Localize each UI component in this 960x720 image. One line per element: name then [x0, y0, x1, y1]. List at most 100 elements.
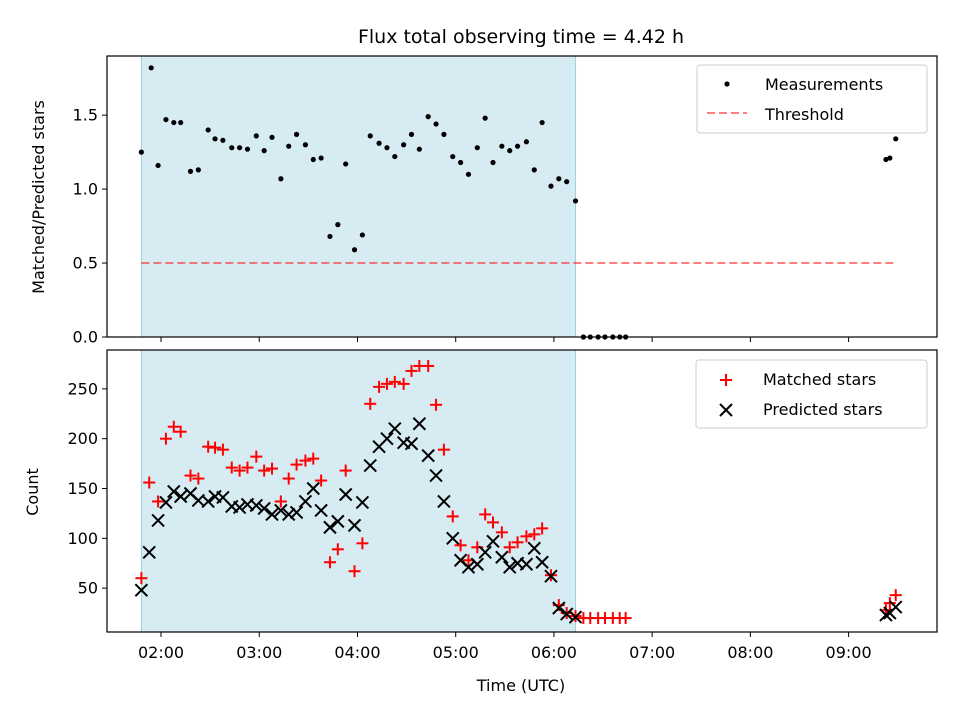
predicted-point-b: [298, 494, 313, 509]
measurement-point: [523, 139, 530, 145]
matched-point: [274, 495, 287, 508]
predicted-point-b: [388, 422, 402, 436]
ytick-label: 200: [67, 429, 98, 448]
measurement-point: [163, 116, 169, 123]
predicted-point-b: [446, 531, 460, 546]
measurement-point: [458, 159, 464, 166]
measurement-point: [229, 145, 235, 151]
predicted-point: [355, 495, 370, 510]
measurement-point: [401, 142, 407, 148]
xtick-label: 08:00: [727, 643, 773, 662]
predicted-point: [249, 498, 264, 513]
measurement-point: [359, 232, 365, 238]
measurement-point: [531, 167, 537, 173]
measurement-point: [244, 146, 251, 152]
predicted-point-b: [142, 545, 156, 559]
predicted-point-b: [363, 458, 377, 473]
predicted-point-b: [552, 601, 566, 615]
predicted-point-b: [544, 569, 558, 583]
matched-point: [446, 510, 459, 523]
predicted-point-b: [159, 495, 173, 510]
xtick-label: 09:00: [826, 643, 872, 662]
predicted-point-b: [151, 513, 165, 528]
matched-point: [437, 443, 450, 456]
measurement-point: [138, 149, 144, 155]
predicted-point: [363, 458, 377, 473]
predicted-point-b: [289, 505, 304, 520]
measurement-point: [351, 247, 358, 253]
measurement-point: [883, 156, 889, 163]
xtick-label: 07:00: [629, 643, 675, 662]
predicted-point: [331, 514, 345, 529]
predicted-point: [306, 481, 320, 496]
chart-title: Flux total observing time = 4.42 h: [358, 26, 684, 48]
predicted-point: [404, 436, 419, 451]
matched-point: [323, 556, 336, 569]
measurement-point: [548, 183, 554, 189]
measurement-point: [310, 156, 316, 163]
matched-point: [315, 474, 328, 487]
xtick-label: 04:00: [334, 643, 380, 662]
measurement-point: [433, 121, 439, 127]
matched-point: [216, 443, 229, 456]
measurement-point: [212, 136, 218, 142]
matched-point: [331, 543, 344, 556]
measurement-point: [499, 143, 505, 149]
predicted-point-b: [347, 518, 362, 533]
measurement-point: [155, 162, 161, 169]
measurement-point: [148, 65, 154, 71]
measurement-point: [507, 148, 513, 154]
measurement-point: [425, 114, 431, 120]
measurement-point: [539, 119, 545, 126]
predicted-point-b: [503, 560, 517, 574]
predicted-point: [232, 500, 247, 515]
predicted-point-b: [355, 495, 370, 510]
predicted-point: [544, 569, 558, 583]
matched-point: [241, 461, 254, 474]
predicted-point-b: [257, 501, 271, 516]
predicted-point: [503, 560, 517, 574]
predicted-point-b: [404, 436, 419, 451]
predicted-point-b: [282, 507, 296, 522]
matched-point: [536, 522, 549, 535]
legend-measurements-label: Measurements: [765, 75, 883, 94]
predicted-point-b: [527, 541, 541, 556]
xtick-label: 03:00: [236, 643, 282, 662]
measurement-point: [465, 171, 472, 177]
matched-point: [430, 398, 443, 411]
measurement-point: [205, 127, 211, 133]
measurement-point: [408, 131, 415, 137]
matched-point: [495, 526, 508, 539]
matched-point: [225, 461, 238, 474]
measurement-point: [343, 161, 349, 167]
predicted-point-b: [568, 610, 583, 624]
legend-threshold-label: Threshold: [764, 105, 844, 124]
predicted-point-b: [134, 583, 149, 597]
measurement-point: [335, 222, 341, 228]
predicted-point: [347, 518, 362, 533]
matched-point: [135, 572, 148, 585]
predicted-point: [470, 557, 485, 571]
measurement-point: [220, 137, 226, 143]
predicted-point: [495, 550, 509, 564]
predicted-point: [289, 505, 304, 520]
predicted-point-b: [380, 431, 394, 446]
matched-point: [454, 539, 467, 552]
predicted-point-b: [323, 520, 337, 535]
predicted-point: [421, 448, 435, 463]
matched-point: [339, 464, 352, 477]
matched-point: [266, 462, 279, 475]
predicted-point: [412, 417, 427, 431]
matched-point: [258, 464, 271, 477]
measurement-point: [450, 153, 456, 160]
predicted-point-b: [453, 553, 468, 567]
predicted-point-b: [519, 557, 534, 571]
predicted-point-b: [495, 550, 509, 564]
matched-point: [233, 464, 246, 477]
xtick-label: 06:00: [531, 643, 577, 662]
predicted-point-b: [338, 487, 353, 502]
predicted-point: [486, 534, 500, 549]
matched-point: [159, 432, 172, 445]
matched-point: [299, 454, 312, 467]
